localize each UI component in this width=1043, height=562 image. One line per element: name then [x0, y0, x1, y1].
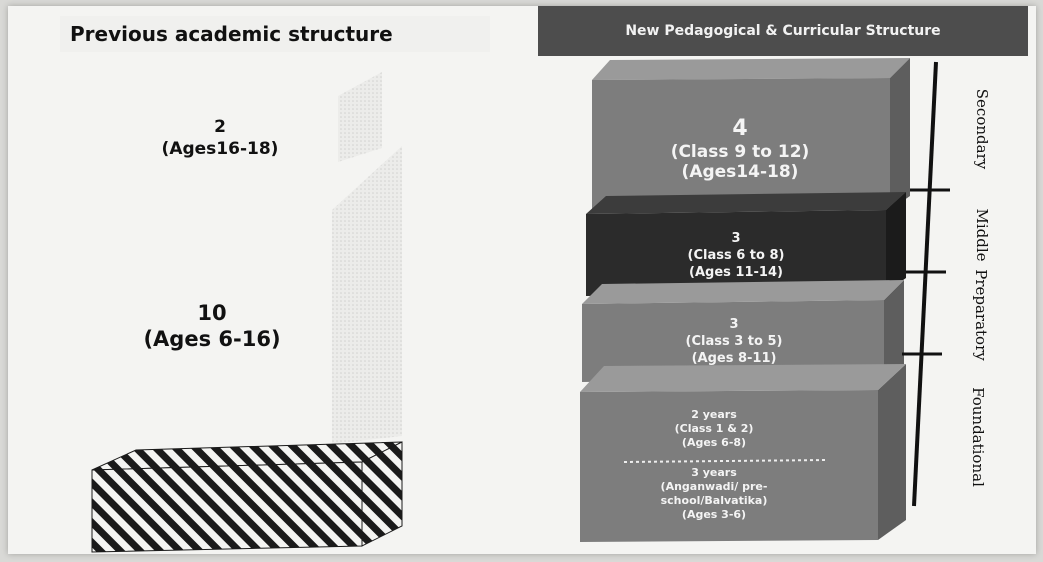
foundational-part2-line2: school/Balvatika) — [660, 494, 768, 507]
middle-ages: (Ages 11-14) — [689, 265, 783, 280]
old-upper-years: 2 — [214, 117, 226, 137]
stage-label-secondary: Secondary — [973, 88, 991, 170]
new-structure-title: New Pedagogical & Curricular Structure — [538, 6, 1028, 56]
secondary-years: 4 — [732, 116, 748, 141]
stage-label-foundational: Foundational — [969, 387, 987, 487]
foundational-part2-years: 3 years — [691, 466, 737, 479]
foundational-divider — [623, 459, 829, 463]
foundational-part2-line1: (Anganwadi/ pre- — [660, 480, 768, 493]
middle-label: 3 (Class 6 to 8) (Ages 11-14) — [596, 230, 876, 281]
old-base-block — [91, 441, 403, 553]
preparatory-block — [582, 280, 904, 382]
preparatory-label: 3 (Class 3 to 5) (Ages 8-11) — [594, 316, 874, 367]
stage-label-preparatory: Preparatory — [972, 269, 990, 361]
old-upper-ages: (Ages16-18) — [161, 139, 279, 159]
foundational-part2-label: 3 years (Anganwadi/ pre- school/Balvatik… — [594, 466, 834, 522]
secondary-label: 4 (Class 9 to 12) (Ages14-18) — [600, 116, 880, 182]
preparatory-ages: (Ages 8-11) — [691, 351, 777, 366]
secondary-classes: (Class 9 to 12) — [670, 142, 810, 162]
preparatory-classes: (Class 3 to 5) — [685, 334, 783, 349]
previous-structure-title: Previous academic structure — [60, 16, 490, 52]
secondary-block — [592, 58, 910, 210]
middle-block — [586, 192, 906, 296]
old-lower-ages: (Ages 6-16) — [143, 327, 281, 351]
old-lower-years: 10 — [197, 301, 227, 325]
foundational-part1-ages: (Ages 6-8) — [681, 436, 747, 449]
stage-timeline — [902, 61, 950, 507]
middle-classes: (Class 6 to 8) — [687, 248, 785, 263]
old-lower-column — [332, 146, 402, 444]
middle-years: 3 — [731, 231, 741, 246]
secondary-ages: (Ages14-18) — [681, 162, 799, 182]
old-upper-label: 2 (Ages16-18) — [130, 116, 310, 160]
old-upper-column — [338, 72, 382, 162]
foundational-part1-classes: (Class 1 & 2) — [674, 422, 754, 435]
preparatory-years: 3 — [729, 317, 739, 332]
foundational-part2-ages: (Ages 3-6) — [681, 508, 747, 521]
foundational-block — [580, 364, 906, 542]
old-lower-label: 10 (Ages 6-16) — [112, 300, 312, 352]
foundational-part1-years: 2 years — [691, 408, 737, 421]
foundational-part1-label: 2 years (Class 1 & 2) (Ages 6-8) — [594, 408, 834, 450]
